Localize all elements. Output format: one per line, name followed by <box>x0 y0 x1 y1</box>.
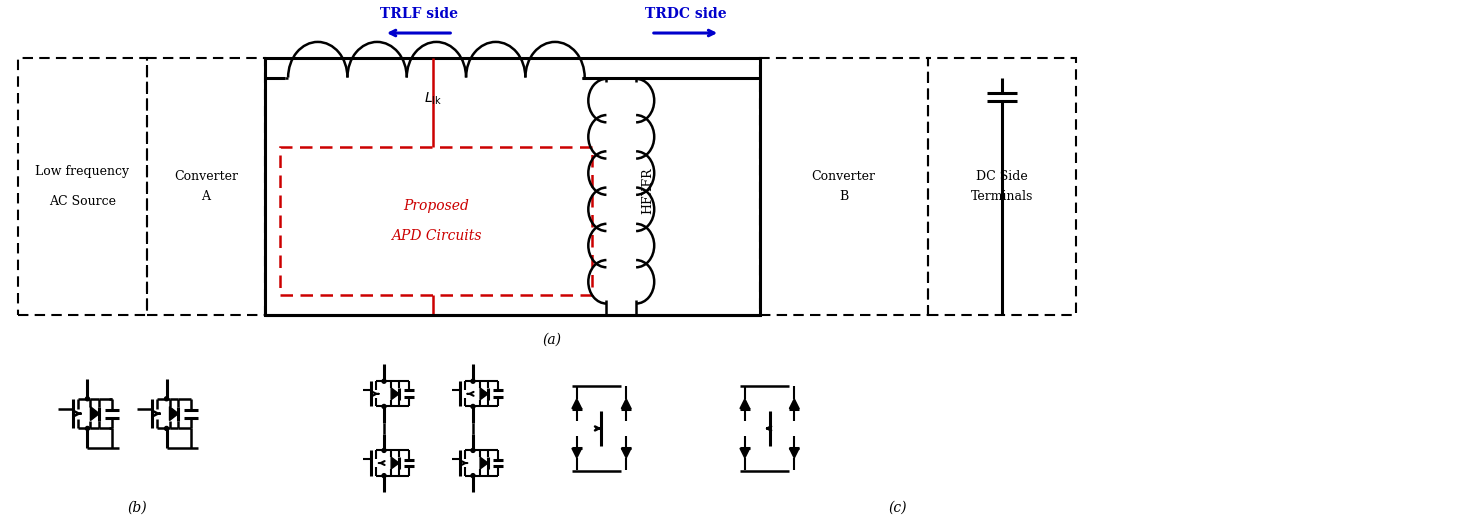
Text: $L_{\rm lk}$: $L_{\rm lk}$ <box>425 91 442 108</box>
Text: AC Source: AC Source <box>50 194 115 207</box>
Text: A: A <box>201 190 210 203</box>
Circle shape <box>383 448 385 452</box>
Circle shape <box>165 397 168 401</box>
Text: (b): (b) <box>127 500 146 514</box>
Polygon shape <box>391 388 399 400</box>
Text: Converter: Converter <box>812 170 876 183</box>
Polygon shape <box>790 448 799 458</box>
Circle shape <box>86 427 89 431</box>
Circle shape <box>472 379 475 383</box>
Text: APD Circuits: APD Circuits <box>391 229 482 242</box>
Text: HFXFR: HFXFR <box>641 168 654 215</box>
Text: DC Side: DC Side <box>975 170 1028 183</box>
Polygon shape <box>91 407 99 420</box>
Polygon shape <box>622 448 631 458</box>
Polygon shape <box>169 407 178 420</box>
Circle shape <box>472 474 475 478</box>
Polygon shape <box>572 448 581 458</box>
Circle shape <box>86 397 89 401</box>
Polygon shape <box>572 399 581 408</box>
Text: Terminals: Terminals <box>971 190 1034 203</box>
Text: (a): (a) <box>543 332 562 346</box>
Polygon shape <box>391 457 399 469</box>
Text: Converter: Converter <box>174 170 238 183</box>
Text: B: B <box>839 190 848 203</box>
Text: Proposed: Proposed <box>403 199 469 213</box>
Polygon shape <box>480 457 488 469</box>
Polygon shape <box>622 399 631 408</box>
Polygon shape <box>740 399 749 408</box>
Text: TRLF side: TRLF side <box>380 7 457 21</box>
Circle shape <box>165 427 168 431</box>
Circle shape <box>472 448 475 452</box>
Circle shape <box>472 404 475 408</box>
Polygon shape <box>740 448 749 458</box>
Text: TRDC side: TRDC side <box>645 7 726 21</box>
Circle shape <box>383 404 385 408</box>
Text: Low frequency: Low frequency <box>35 165 130 178</box>
Text: (c): (c) <box>889 500 907 514</box>
Polygon shape <box>480 388 488 400</box>
Circle shape <box>383 379 385 383</box>
Polygon shape <box>790 399 799 408</box>
Circle shape <box>383 474 385 478</box>
